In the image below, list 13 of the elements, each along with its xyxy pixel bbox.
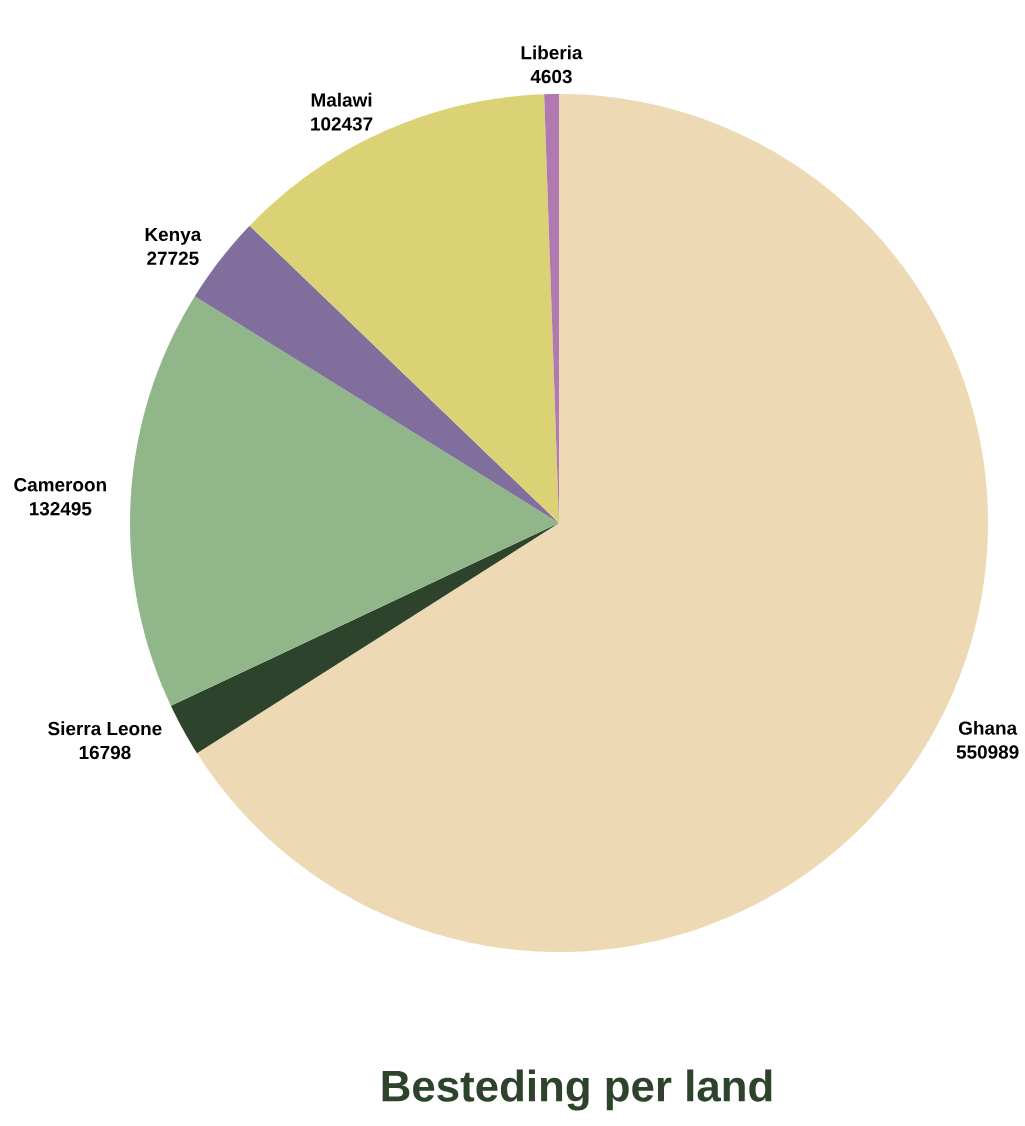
- data-label: 102437: [311, 117, 373, 131]
- data-label: 16798: [79, 745, 131, 760]
- slice-label: Cameroon: [14, 478, 106, 492]
- text: Besteding per land: [382, 1069, 772, 1111]
- slice-label: Kenya: [145, 227, 202, 245]
- data-label: 132495: [29, 501, 92, 516]
- slice-label: Liberia: [521, 45, 583, 60]
- slice-label: Ghana: [958, 720, 1018, 735]
- slice-label: Sierra Leone: [48, 721, 162, 736]
- data-label: 4603: [530, 69, 572, 84]
- slice-label: Malawi: [311, 92, 372, 107]
- data-label: 550989: [956, 745, 1019, 759]
- data-label: 27725: [147, 251, 199, 265]
